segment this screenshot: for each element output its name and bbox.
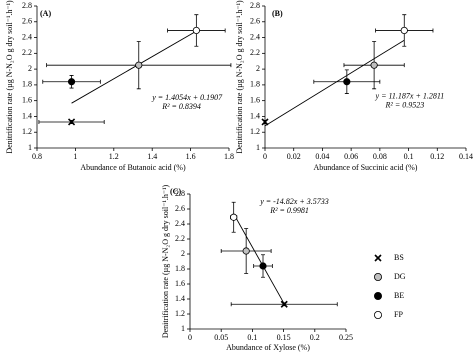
x-tick-label: 0 bbox=[188, 333, 192, 342]
panel-label: (A) bbox=[40, 9, 51, 18]
marker-x bbox=[261, 118, 269, 126]
x-tick-label: 0.8 bbox=[32, 152, 42, 161]
y-tick-label: 2.6 bbox=[250, 17, 260, 26]
y-tick-label: 2.8 bbox=[22, 1, 32, 10]
y-tick-label: 2.2 bbox=[250, 48, 260, 57]
y-tick-label: 2.8 bbox=[175, 189, 185, 198]
r-squared: R² = 0.9981 bbox=[269, 206, 309, 215]
y-axis-label: Denitrification rate (µg N-N₂O g dry soi… bbox=[161, 185, 170, 339]
regression-line bbox=[71, 30, 197, 104]
x-tick-label: 0.25 bbox=[339, 333, 353, 342]
y-tick-label: 2.4 bbox=[175, 219, 185, 228]
y-tick-label: 1.6 bbox=[22, 95, 32, 104]
marker-x bbox=[67, 118, 76, 126]
regression-line bbox=[233, 213, 285, 305]
x-axis-label: Abundance of Xylose (%) bbox=[226, 343, 310, 352]
y-tick-label: 1.2 bbox=[250, 127, 260, 136]
y-tick-label: 1.8 bbox=[250, 80, 260, 89]
marker bbox=[242, 247, 250, 255]
legend-label: BE bbox=[394, 291, 404, 300]
equation: y = -14.82x + 3.5733 bbox=[259, 197, 329, 206]
y-tick-label: 2.6 bbox=[175, 204, 185, 213]
x-tick-label: 1.4 bbox=[147, 152, 157, 161]
y-tick-label: 2.2 bbox=[22, 48, 32, 57]
x-tick-label: 0.05 bbox=[214, 333, 228, 342]
y-tick-label: 1.4 bbox=[175, 294, 185, 303]
y-tick-label: 1 bbox=[181, 324, 185, 333]
marker bbox=[370, 61, 378, 69]
y-tick-label: 2.4 bbox=[250, 32, 260, 41]
x-tick-label: 0 bbox=[263, 152, 267, 161]
x-tick-label: 0.1 bbox=[247, 333, 257, 342]
y-tick-label: 1.6 bbox=[175, 279, 185, 288]
y-tick-label: 2.6 bbox=[22, 17, 32, 26]
y-tick-label: 1.2 bbox=[22, 127, 32, 136]
x-tick-label: 0.14 bbox=[459, 152, 473, 161]
marker bbox=[192, 26, 200, 35]
marker bbox=[343, 78, 351, 86]
x-tick-label: 1.8 bbox=[224, 152, 234, 161]
x-tick-label: 0.02 bbox=[287, 152, 301, 161]
x-tick-label: 0.1 bbox=[404, 152, 414, 161]
y-tick-label: 1.6 bbox=[250, 95, 260, 104]
x-tick-label: 0.06 bbox=[344, 152, 358, 161]
equation: y = 1.4054x + 0.1907 bbox=[151, 93, 223, 102]
x-axis-label: Abundance of Butanoic acid (%) bbox=[80, 163, 186, 172]
r-squared: R² = 0.8394 bbox=[161, 102, 201, 111]
legend-marker bbox=[374, 254, 382, 262]
y-tick-label: 1.2 bbox=[175, 309, 185, 318]
x-tick-label: 0.08 bbox=[373, 152, 387, 161]
legend-label: FP bbox=[394, 310, 403, 319]
x-tick-label: 1.2 bbox=[109, 152, 119, 161]
legend-marker bbox=[373, 272, 382, 281]
x-axis-label: Abundance of Succinic acid (%) bbox=[314, 163, 418, 172]
equation: y = 11.187x + 1.2811 bbox=[375, 92, 445, 101]
panel-label: (C) bbox=[170, 187, 181, 196]
y-tick-label: 1 bbox=[256, 143, 260, 152]
legend-label: DG bbox=[394, 272, 406, 281]
x-tick-label: 0.2 bbox=[310, 333, 320, 342]
y-tick-label: 1 bbox=[28, 143, 32, 152]
panel-label: (B) bbox=[272, 9, 283, 18]
r-squared: R² = 0.9523 bbox=[385, 101, 425, 110]
legend-marker bbox=[373, 310, 382, 319]
y-axis-label: Denitrification rate (µg N-N₂O g dry soi… bbox=[5, 0, 14, 154]
y-tick-label: 2 bbox=[256, 64, 260, 73]
x-tick-label: 1.6 bbox=[186, 152, 196, 161]
x-tick-label: 1 bbox=[73, 152, 77, 161]
marker-x bbox=[280, 300, 288, 308]
marker bbox=[259, 262, 267, 270]
y-tick-label: 2.4 bbox=[22, 32, 32, 41]
y-tick-label: 2 bbox=[181, 249, 185, 258]
marker bbox=[230, 213, 238, 221]
y-tick-label: 1.8 bbox=[22, 80, 32, 89]
x-tick-label: 0.04 bbox=[315, 152, 329, 161]
x-tick-label: 0.15 bbox=[277, 333, 291, 342]
marker bbox=[67, 78, 76, 86]
y-tick-label: 1.4 bbox=[250, 111, 260, 120]
regression-line bbox=[264, 39, 405, 127]
y-axis-label: Denitrification rate (µg N-N₂O g dry soi… bbox=[235, 0, 244, 154]
y-tick-label: 2.8 bbox=[250, 1, 260, 10]
legend-marker bbox=[373, 291, 382, 300]
y-tick-label: 2 bbox=[28, 64, 32, 73]
x-tick-label: 0.12 bbox=[430, 152, 444, 161]
marker bbox=[135, 61, 143, 69]
y-tick-label: 2.2 bbox=[175, 234, 185, 243]
marker bbox=[400, 26, 408, 35]
legend-label: BS bbox=[394, 253, 404, 262]
y-tick-label: 1.8 bbox=[175, 264, 185, 273]
y-tick-label: 1.4 bbox=[22, 111, 32, 120]
